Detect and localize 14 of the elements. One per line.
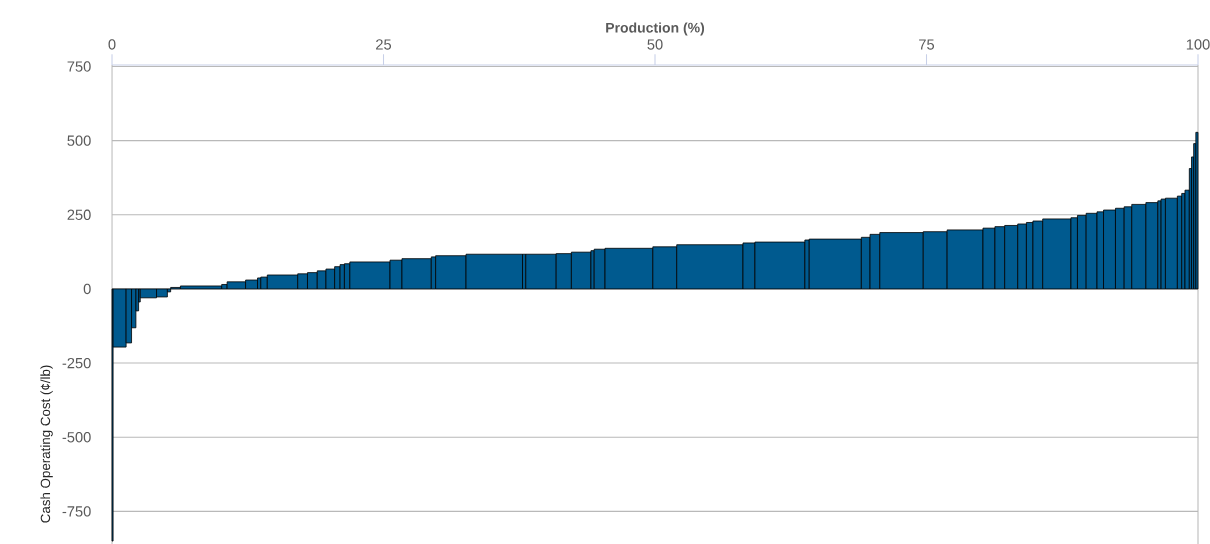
x-tick-label: 0 xyxy=(108,39,116,50)
y-tick-label: 0 xyxy=(83,283,91,295)
y-tick-label: -250 xyxy=(62,357,91,369)
y-tick-label: 500 xyxy=(67,135,91,146)
x-tick-label: 50 xyxy=(647,39,663,50)
x-tick-label: 75 xyxy=(919,39,935,50)
x-tick-label: 100 xyxy=(1186,39,1210,50)
y-tick-label: -500 xyxy=(62,432,91,443)
y-axis-title: Cash Operating Cost (¢/lb) xyxy=(40,365,53,523)
y-tick-label: -750 xyxy=(62,506,91,517)
x-tick-label: 25 xyxy=(376,39,392,50)
x-axis-title: Production (%) xyxy=(606,22,705,36)
y-tick-label: 750 xyxy=(67,61,91,72)
y-tick-label: 250 xyxy=(67,209,91,220)
